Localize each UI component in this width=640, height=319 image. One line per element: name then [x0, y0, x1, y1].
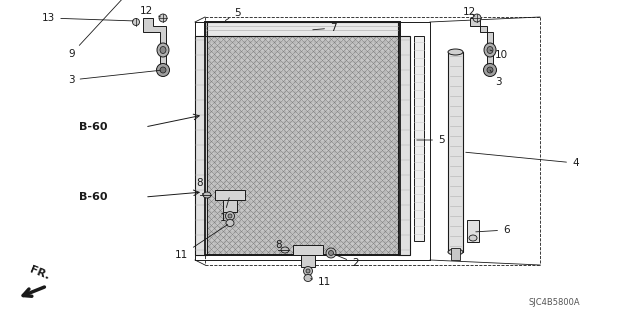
Polygon shape: [470, 18, 493, 68]
Ellipse shape: [303, 266, 312, 276]
Text: B-60: B-60: [79, 122, 108, 132]
Ellipse shape: [483, 63, 497, 77]
Text: 7: 7: [313, 23, 337, 33]
Ellipse shape: [328, 250, 333, 256]
Text: 11: 11: [175, 225, 228, 260]
Ellipse shape: [473, 14, 481, 22]
Text: 5: 5: [417, 135, 445, 145]
Ellipse shape: [469, 235, 477, 241]
Text: 12: 12: [463, 7, 476, 17]
Ellipse shape: [157, 43, 169, 57]
Bar: [451, 248, 460, 260]
Bar: [195, 36, 207, 255]
Ellipse shape: [326, 248, 336, 258]
Ellipse shape: [306, 269, 310, 273]
Bar: [223, 200, 237, 212]
Text: 10: 10: [490, 50, 508, 60]
Ellipse shape: [448, 249, 463, 255]
Text: 5: 5: [225, 8, 241, 20]
Ellipse shape: [160, 47, 166, 54]
Bar: [205, 22, 400, 255]
Ellipse shape: [203, 192, 211, 198]
Text: 1: 1: [220, 198, 229, 223]
Text: B-60: B-60: [79, 192, 108, 202]
Text: 4: 4: [466, 152, 579, 168]
Ellipse shape: [281, 247, 289, 253]
Bar: [301, 255, 315, 267]
Text: 6: 6: [476, 225, 509, 235]
Text: 3: 3: [68, 70, 160, 85]
Ellipse shape: [487, 67, 493, 73]
Bar: [467, 220, 479, 242]
Bar: [414, 36, 424, 241]
Ellipse shape: [448, 49, 463, 55]
Text: 8: 8: [196, 178, 203, 195]
Bar: [215, 190, 245, 200]
Bar: [398, 36, 410, 255]
Ellipse shape: [487, 47, 493, 54]
Text: 9: 9: [68, 0, 161, 59]
Bar: [205, 22, 400, 255]
Ellipse shape: [157, 63, 170, 77]
Text: 13: 13: [42, 13, 133, 23]
Ellipse shape: [304, 275, 312, 281]
Ellipse shape: [159, 14, 167, 22]
Bar: [293, 245, 323, 255]
Text: 11: 11: [310, 277, 332, 287]
Polygon shape: [143, 18, 166, 68]
Text: 2: 2: [333, 254, 358, 268]
Ellipse shape: [160, 67, 166, 73]
Text: 12: 12: [140, 6, 161, 17]
Ellipse shape: [225, 211, 234, 220]
Bar: [207, 22, 398, 36]
Ellipse shape: [228, 214, 232, 218]
Ellipse shape: [484, 43, 496, 57]
Text: 3: 3: [490, 70, 502, 87]
Bar: [448, 52, 463, 252]
Text: SJC4B5800A: SJC4B5800A: [529, 298, 580, 307]
Ellipse shape: [132, 19, 140, 26]
Text: 8: 8: [275, 240, 282, 250]
Text: FR.: FR.: [29, 265, 51, 282]
Ellipse shape: [226, 219, 234, 226]
